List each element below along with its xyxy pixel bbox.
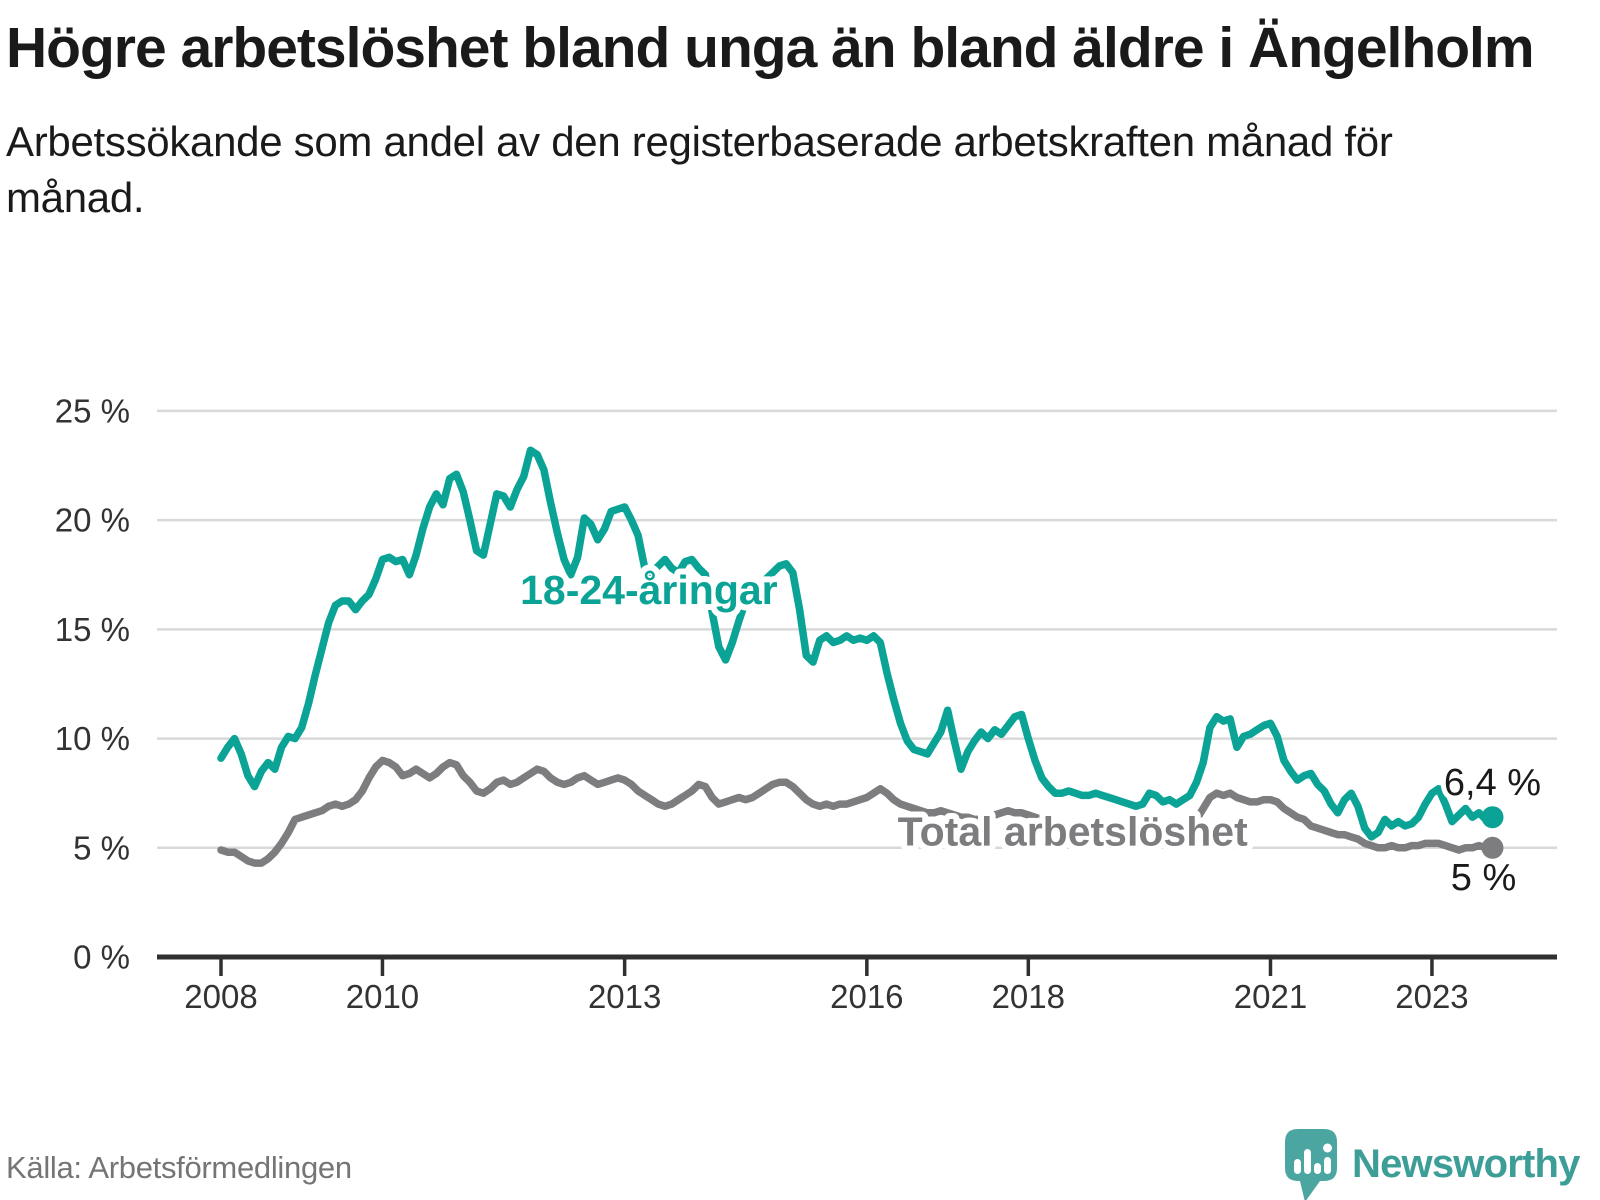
exclamation-bar [1324, 1157, 1331, 1174]
x-axis-label-2013: 2013 [588, 978, 661, 1015]
series-line-18-24-ringar [217, 446, 1497, 841]
y-axis-label-5: 5 % [73, 829, 130, 866]
end-value-label-total-arbetsl-shet: 5 % [1451, 857, 1516, 899]
chart-subtitle: Arbetssökande som andel av den registerb… [6, 117, 1393, 222]
y-axis-label-25: 25 % [55, 392, 130, 429]
newsworthy-logo: Newsworthy [1284, 1128, 1580, 1200]
bar-tall [1304, 1149, 1311, 1174]
end-value-label-18-24-ringar: 6,4 % [1444, 762, 1541, 804]
chart-title: Högre arbetslöshet bland unga än bland ä… [6, 16, 1535, 80]
end-dot-18-24-ringar [1481, 806, 1504, 829]
x-axis-label-2016: 2016 [830, 978, 903, 1015]
newsworthy-pin-icon [1285, 1129, 1337, 1200]
x-axis-label-2023: 2023 [1395, 978, 1468, 1015]
x-axis-label-2010: 2010 [346, 978, 419, 1015]
newsworthy-wordmark: Newsworthy [1352, 1142, 1580, 1186]
source-note: Källa: Arbetsförmedlingen [6, 1150, 352, 1185]
exclamation-dot [1323, 1143, 1332, 1153]
y-axis-label-20: 20 % [55, 502, 130, 539]
bar-small [1294, 1159, 1301, 1174]
x-axis-label-2008: 2008 [184, 978, 257, 1015]
y-axis-label-15: 15 % [55, 611, 130, 648]
bar-medium [1314, 1163, 1321, 1174]
y-axis-label-10: 10 % [55, 720, 130, 757]
series-line-total-arbetsl-shet [217, 756, 1497, 867]
series-label-18-24-ringar: 18-24-åringar [520, 567, 778, 613]
series-label-total-arbetsl-shet: Total arbetslöshet [898, 808, 1248, 854]
end-dot-total-arbetsl-shet [1481, 836, 1504, 859]
x-axis-label-2021: 2021 [1234, 978, 1307, 1015]
y-axis-label-0: 0 % [73, 939, 130, 976]
x-axis-label-2018: 2018 [992, 978, 1065, 1015]
